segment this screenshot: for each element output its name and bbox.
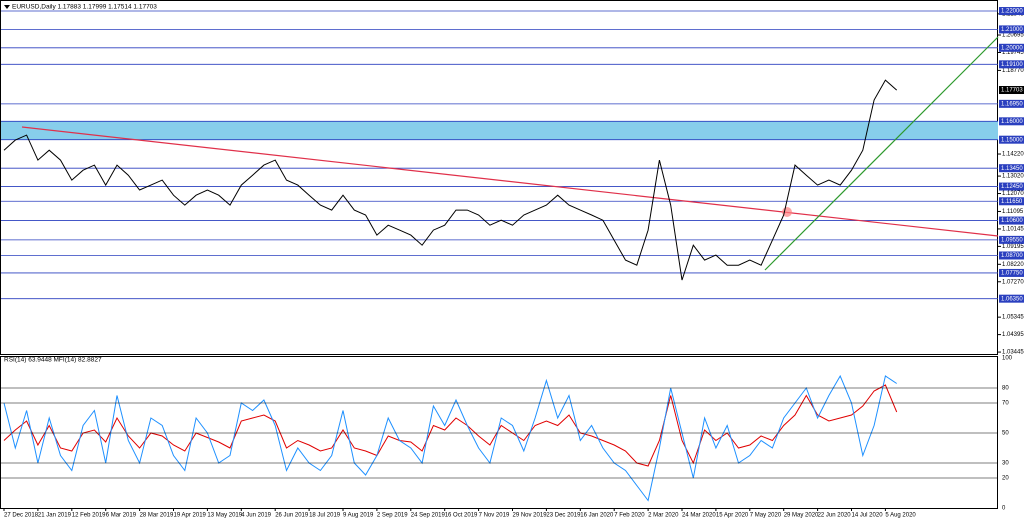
level-label: 1.16000: [1001, 119, 1023, 125]
level-badge: [999, 164, 1024, 173]
y-tick-label: 50: [1002, 431, 1009, 437]
y-tick-label: 1.09195: [1002, 244, 1024, 250]
level-label: 1.07750: [1001, 271, 1023, 277]
level-badge: [999, 268, 1024, 277]
y-tick-label: 1.18770: [1002, 68, 1024, 74]
y-tick-label: 1.05345: [1002, 315, 1024, 321]
y-tick-label: 30: [1002, 461, 1009, 467]
x-tick-label: 19 Apr 2019: [174, 513, 207, 519]
y-tick-label: 1.10145: [1002, 227, 1024, 233]
x-tick-label: 23 Dec 2019: [546, 513, 581, 519]
indicator-title: RSI(14) 63.9448 MFI(14) 82.8827: [4, 357, 102, 364]
level-badge: [999, 294, 1024, 303]
x-tick-label: 12 Feb 2019: [72, 513, 106, 519]
x-tick-label: 2 Sep 2019: [377, 513, 408, 519]
x-tick-label: 14 Jul 2020: [852, 513, 884, 519]
level-badge: [999, 135, 1024, 144]
level-badge: [999, 43, 1024, 52]
x-tick-label: 18 Jul 2019: [309, 513, 341, 519]
y-tick-label: 1.04395: [1002, 332, 1024, 338]
red-trendline: [21, 126, 999, 237]
price-title: EURUSD,Daily 1.17883 1.17999 1.17514 1.1…: [12, 4, 157, 11]
y-tick-label: 1.19745: [1002, 50, 1024, 56]
y-tick-label: 1.11095: [1002, 209, 1024, 215]
line: [3, 374, 897, 502]
indicator-pane: [0, 356, 998, 509]
level-badge: [999, 7, 1024, 16]
level-label: 1.20000: [1001, 45, 1023, 51]
x-tick-label: 2 Mar 2020: [648, 513, 679, 519]
y-tick-label: 1.13020: [1002, 174, 1024, 180]
x-tick-label: 29 May 2020: [784, 513, 819, 519]
y-tick-label: 1.12070: [1002, 191, 1024, 197]
x-tick-label: 5 Aug 2020: [885, 513, 916, 519]
price-pane: [0, 0, 998, 355]
price-badge: [999, 86, 1024, 95]
x-tick-label: 15 Apr 2020: [716, 513, 749, 519]
y-tick-label: 80: [1002, 386, 1009, 392]
level-badge: [999, 235, 1024, 244]
level-label: 1.10600: [1001, 218, 1023, 224]
level-label: 1.08700: [1001, 253, 1023, 259]
level-badge: [999, 216, 1024, 225]
y-tick-label: 1.14220: [1002, 152, 1024, 158]
level-label: 1.11650: [1001, 199, 1023, 205]
y-tick-label: 1.08220: [1002, 262, 1024, 268]
zone: [1, 121, 998, 140]
line: [3, 79, 898, 281]
level-badge: [999, 197, 1024, 206]
x-tick-label: 24 Mar 2020: [682, 513, 716, 519]
level-badge: [999, 182, 1024, 191]
level-label: 1.13450: [1001, 166, 1023, 172]
x-tick-label: 24 Sep 2019: [411, 513, 446, 519]
x-tick-label: 21 Jan 2019: [38, 513, 72, 519]
line: [3, 384, 898, 467]
green-trendline: [764, 36, 999, 271]
x-tick-label: 22 Jun 2020: [818, 513, 852, 519]
level-badge: [999, 25, 1024, 34]
x-tick-label: 7 May 2020: [750, 513, 782, 519]
x-tick-label: 6 Mar 2019: [106, 513, 137, 519]
level-badge: [999, 117, 1024, 126]
x-tick-label: 28 Mar 2019: [140, 513, 174, 519]
menu-arrow: [4, 5, 10, 9]
x-tick-label: 9 Aug 2019: [343, 513, 374, 519]
y-tick-label: 1.20695: [1002, 33, 1024, 39]
current-price: 1.17703: [1001, 88, 1023, 94]
x-tick-label: 29 Nov 2019: [513, 513, 548, 519]
level-badge: [999, 251, 1024, 260]
x-tick-label: 26 Jun 2019: [275, 513, 309, 519]
x-tick-label: 16 Oct 2019: [445, 513, 478, 519]
level-label: 1.19100: [1001, 62, 1023, 68]
level-label: 1.15000: [1001, 137, 1023, 143]
y-tick-label: 20: [1002, 476, 1009, 482]
level-label: 1.21000: [1001, 27, 1023, 33]
y-tick-label: 1.07270: [1002, 279, 1024, 285]
level-label: 1.06350: [1001, 296, 1023, 302]
level-label: 1.09550: [1001, 237, 1023, 243]
x-tick-label: 16 Jan 2020: [580, 513, 614, 519]
x-tick-label: 4 Jun 2019: [241, 513, 271, 519]
x-tick-label: 27 Dec 2018: [4, 513, 39, 519]
x-tick-label: 7 Nov 2019: [479, 513, 510, 519]
y-tick-label: 1.03445: [1002, 350, 1024, 356]
y-tick-label: 0: [1002, 506, 1006, 512]
y-tick-label: 100: [1002, 356, 1013, 362]
y-tick-label: 70: [1002, 401, 1009, 407]
level-badge: [999, 99, 1024, 108]
level-badge: [999, 60, 1024, 69]
x-tick-label: 7 Feb 2020: [614, 513, 645, 519]
level-label: 1.16950: [1001, 101, 1023, 107]
level-label: 1.22000: [1001, 9, 1023, 15]
x-tick-label: 13 May 2019: [207, 513, 242, 519]
level-label: 1.12450: [1001, 184, 1023, 190]
